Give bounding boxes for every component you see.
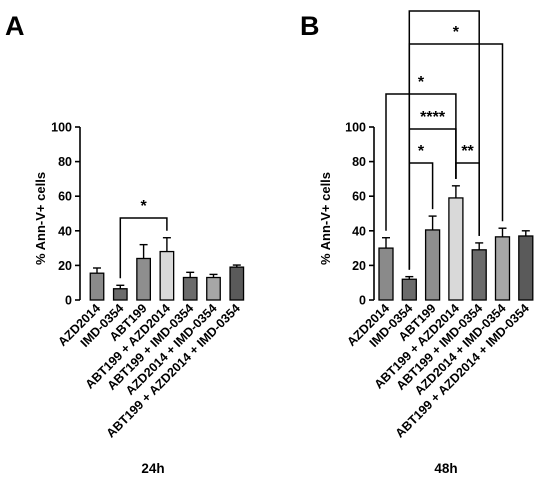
y-tick-label: 20	[58, 259, 72, 273]
significance-label: *	[418, 143, 425, 160]
bar	[182, 276, 198, 301]
y-tick-label: 80	[58, 155, 72, 169]
y-tick-label: 100	[51, 121, 72, 135]
y-tick-label: 0	[65, 294, 72, 308]
y-axis-title: % Ann-V+ cells	[318, 172, 333, 265]
significance-label: ****	[420, 109, 446, 126]
time-label: 48h	[434, 461, 457, 476]
panel-letter-a: A	[5, 11, 25, 41]
time-label: 24h	[141, 461, 164, 476]
bar	[89, 272, 105, 301]
bar	[229, 266, 245, 301]
significance-label: **	[461, 143, 474, 160]
bar	[112, 288, 128, 301]
y-axis-title: % Ann-V+ cells	[33, 172, 48, 265]
significance-label: *	[441, 0, 448, 8]
y-tick-label: 100	[345, 121, 366, 135]
y-tick-label: 40	[58, 224, 72, 238]
panel-letter-b: B	[300, 11, 320, 41]
significance-bracket	[408, 10, 480, 270]
y-tick-label: 60	[352, 190, 366, 204]
significance-label: *	[418, 74, 425, 91]
bar	[518, 235, 534, 301]
y-tick-label: 0	[359, 294, 366, 308]
significance-label: *	[453, 24, 460, 41]
y-tick-label: 80	[352, 155, 366, 169]
bar	[471, 249, 487, 301]
significance-bracket	[385, 93, 457, 231]
bar	[206, 276, 221, 301]
significance-bracket	[119, 217, 168, 279]
y-tick-label: 60	[58, 190, 72, 204]
bar	[448, 197, 464, 301]
y-tick-label: 40	[352, 224, 366, 238]
y-tick-label: 20	[352, 259, 366, 273]
bar	[424, 229, 441, 301]
bar	[494, 236, 511, 301]
bar	[159, 250, 175, 301]
bar	[378, 247, 394, 301]
bar	[401, 278, 417, 301]
bar	[136, 257, 152, 301]
significance-label: *	[140, 198, 147, 215]
